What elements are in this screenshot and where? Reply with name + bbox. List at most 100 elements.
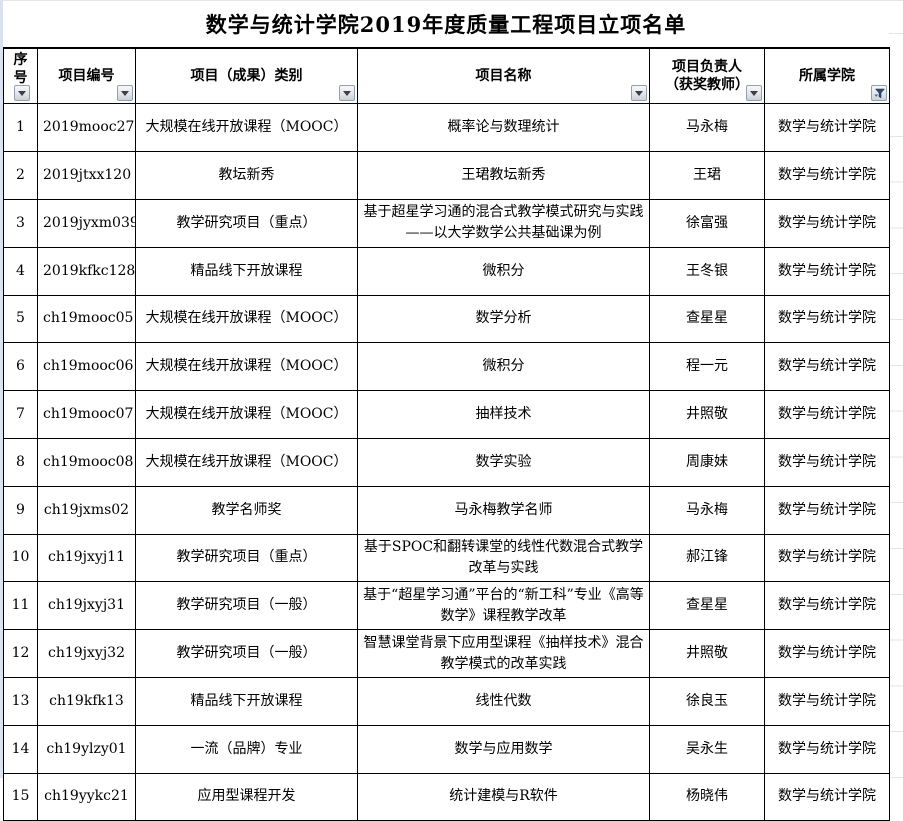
- leader-cell[interactable]: 徐富强: [649, 198, 765, 248]
- project-id-cell[interactable]: ch19jxyj32: [37, 629, 136, 678]
- leader-cell[interactable]: 程一元: [649, 342, 765, 392]
- row-index-cell[interactable]: 1: [3, 103, 38, 153]
- project-name-cell[interactable]: 抽样技术: [357, 390, 650, 439]
- category-cell[interactable]: 精品线下开放课程: [135, 676, 358, 726]
- filter-dropdown-button[interactable]: [339, 85, 355, 102]
- filter-dropdown-button[interactable]: [631, 85, 647, 102]
- college-cell[interactable]: 数学与统计学院: [764, 437, 890, 487]
- category-cell[interactable]: 大规模在线开放课程（MOOC）: [135, 294, 358, 344]
- header-project-id[interactable]: 项目编号: [37, 47, 136, 105]
- leader-cell[interactable]: 马永梅: [649, 103, 765, 153]
- category-cell[interactable]: 教学研究项目（重点）: [135, 533, 358, 583]
- category-cell[interactable]: 大规模在线开放课程（MOOC）: [135, 437, 358, 487]
- project-name-cell[interactable]: 数学与应用数学: [357, 724, 650, 774]
- category-cell[interactable]: 大规模在线开放课程（MOOC）: [135, 390, 358, 439]
- row-index-cell[interactable]: 6: [3, 342, 38, 392]
- category-cell[interactable]: 大规模在线开放课程（MOOC）: [135, 342, 358, 392]
- row-index-cell[interactable]: 14: [3, 724, 38, 774]
- project-name-cell[interactable]: 数学实验: [357, 437, 650, 487]
- project-id-cell[interactable]: ch19mooc07: [37, 390, 136, 439]
- leader-cell[interactable]: 王冬银: [649, 246, 765, 296]
- college-cell[interactable]: 数学与统计学院: [764, 246, 890, 296]
- leader-cell[interactable]: 王珺: [649, 151, 765, 200]
- project-id-cell[interactable]: 2019kfkc128: [37, 246, 136, 296]
- leader-cell[interactable]: 马永梅: [649, 485, 765, 535]
- row-index-cell[interactable]: 2: [3, 151, 38, 200]
- college-cell[interactable]: 数学与统计学院: [764, 103, 890, 153]
- category-cell[interactable]: 大规模在线开放课程（MOOC）: [135, 103, 358, 153]
- row-index-cell[interactable]: 11: [3, 581, 38, 631]
- project-name-cell[interactable]: 微积分: [357, 246, 650, 296]
- project-id-cell[interactable]: ch19yykc21: [37, 772, 136, 821]
- project-name-cell[interactable]: 基于SPOC和翻转课堂的线性代数混合式教学改革与实践: [357, 533, 650, 583]
- project-id-cell[interactable]: 2019jtxx120: [37, 151, 136, 200]
- project-id-cell[interactable]: 2019jyxm0393: [37, 198, 136, 248]
- project-id-cell[interactable]: ch19ylzy01: [37, 724, 136, 774]
- leader-cell[interactable]: 郝江锋: [649, 533, 765, 583]
- row-index-cell[interactable]: 4: [3, 246, 38, 296]
- category-cell[interactable]: 一流（品牌）专业: [135, 724, 358, 774]
- row-index-cell[interactable]: 7: [3, 390, 38, 439]
- leader-cell[interactable]: 吴永生: [649, 724, 765, 774]
- filter-dropdown-button[interactable]: [746, 85, 762, 102]
- project-id-cell[interactable]: ch19kfk13: [37, 676, 136, 726]
- college-cell[interactable]: 数学与统计学院: [764, 342, 890, 392]
- college-cell[interactable]: 数学与统计学院: [764, 390, 890, 439]
- project-name-cell[interactable]: 统计建模与R软件: [357, 772, 650, 821]
- header-project-name[interactable]: 项目名称: [357, 47, 650, 105]
- college-cell[interactable]: 数学与统计学院: [764, 724, 890, 774]
- filter-funnel-button[interactable]: [871, 85, 887, 102]
- project-name-cell[interactable]: 微积分: [357, 342, 650, 392]
- category-cell[interactable]: 教学研究项目（一般）: [135, 629, 358, 678]
- row-index-cell[interactable]: 12: [3, 629, 38, 678]
- project-name-cell[interactable]: 数学分析: [357, 294, 650, 344]
- college-cell[interactable]: 数学与统计学院: [764, 151, 890, 200]
- category-cell[interactable]: 精品线下开放课程: [135, 246, 358, 296]
- category-cell[interactable]: 应用型课程开发: [135, 772, 358, 821]
- category-cell[interactable]: 教学研究项目（一般）: [135, 581, 358, 631]
- college-cell[interactable]: 数学与统计学院: [764, 629, 890, 678]
- project-name-cell[interactable]: 王珺教坛新秀: [357, 151, 650, 200]
- filter-dropdown-button[interactable]: [14, 85, 30, 102]
- project-id-cell[interactable]: ch19mooc05: [37, 294, 136, 344]
- project-id-cell[interactable]: ch19jxyj11: [37, 533, 136, 583]
- header-college[interactable]: 所属学院: [764, 47, 890, 105]
- leader-cell[interactable]: 井照敬: [649, 390, 765, 439]
- college-cell[interactable]: 数学与统计学院: [764, 198, 890, 248]
- college-cell[interactable]: 数学与统计学院: [764, 772, 890, 821]
- leader-cell[interactable]: 查星星: [649, 581, 765, 631]
- leader-cell[interactable]: 查星星: [649, 294, 765, 344]
- category-cell[interactable]: 教学研究项目（重点）: [135, 198, 358, 248]
- header-leader[interactable]: 项目负责人 （获奖教师）: [649, 47, 765, 105]
- project-id-cell[interactable]: ch19mooc08: [37, 437, 136, 487]
- project-name-cell[interactable]: 智慧课堂背景下应用型课程《抽样技术》混合教学模式的改革实践: [357, 629, 650, 678]
- project-name-cell[interactable]: 基于超星学习通的混合式教学模式研究与实践——以大学数学公共基础课为例: [357, 198, 650, 248]
- leader-cell[interactable]: 杨晓伟: [649, 772, 765, 821]
- leader-cell[interactable]: 周康妹: [649, 437, 765, 487]
- category-cell[interactable]: 教学名师奖: [135, 485, 358, 535]
- college-cell[interactable]: 数学与统计学院: [764, 581, 890, 631]
- leader-cell[interactable]: 徐良玉: [649, 676, 765, 726]
- filter-dropdown-button[interactable]: [117, 85, 133, 102]
- project-name-cell[interactable]: 马永梅教学名师: [357, 485, 650, 535]
- college-cell[interactable]: 数学与统计学院: [764, 294, 890, 344]
- project-id-cell[interactable]: ch19jxms02: [37, 485, 136, 535]
- project-id-cell[interactable]: 2019mooc273: [37, 103, 136, 153]
- project-name-cell[interactable]: 基于“超星学习通”平台的“新工科”专业《高等数学》课程教学改革: [357, 581, 650, 631]
- header-row-index[interactable]: 序号: [3, 47, 38, 105]
- header-category[interactable]: 项目（成果）类别: [135, 47, 358, 105]
- project-id-cell[interactable]: ch19mooc06: [37, 342, 136, 392]
- row-index-cell[interactable]: 3: [3, 198, 38, 248]
- row-index-cell[interactable]: 15: [3, 772, 38, 821]
- row-index-cell[interactable]: 8: [3, 437, 38, 487]
- category-cell[interactable]: 教坛新秀: [135, 151, 358, 200]
- college-cell[interactable]: 数学与统计学院: [764, 485, 890, 535]
- row-index-cell[interactable]: 9: [3, 485, 38, 535]
- college-cell[interactable]: 数学与统计学院: [764, 676, 890, 726]
- project-id-cell[interactable]: ch19jxyj31: [37, 581, 136, 631]
- row-index-cell[interactable]: 5: [3, 294, 38, 344]
- college-cell[interactable]: 数学与统计学院: [764, 533, 890, 583]
- project-name-cell[interactable]: 线性代数: [357, 676, 650, 726]
- row-index-cell[interactable]: 10: [3, 533, 38, 583]
- leader-cell[interactable]: 井照敬: [649, 629, 765, 678]
